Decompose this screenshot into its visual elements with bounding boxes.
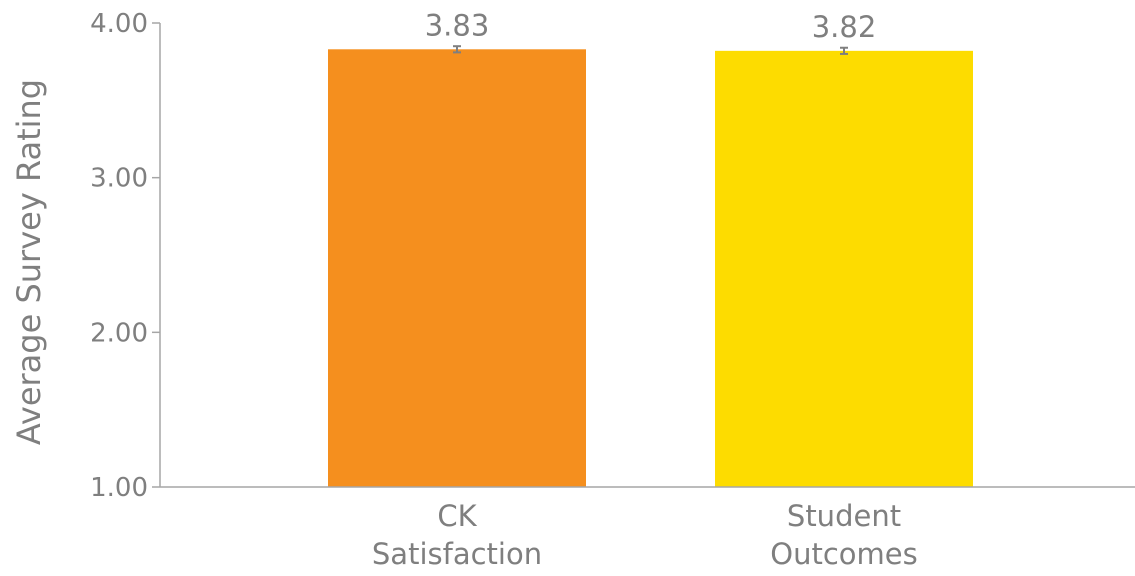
data-label: 3.83 [425, 8, 490, 42]
y-tick-label: 4.00 [90, 9, 148, 39]
x-tick-label: Satisfaction [372, 537, 542, 571]
bars-group: 3.83 3.82 [328, 8, 973, 488]
y-axis: 1.00 2.00 3.00 4.00 [90, 9, 160, 503]
y-tick-label: 2.00 [90, 318, 148, 348]
x-axis: CK Satisfaction Student Outcomes [372, 499, 918, 571]
y-axis-label: Average Survey Rating [10, 79, 48, 445]
y-tick-label: 3.00 [90, 164, 148, 194]
x-tick-label: CK [437, 499, 477, 533]
bar [715, 50, 973, 488]
x-tick-label: Outcomes [770, 537, 917, 571]
x-tick-label: Student [787, 499, 901, 533]
bar [328, 49, 586, 487]
data-label: 3.82 [812, 10, 877, 44]
y-tick-label: 1.00 [90, 473, 148, 503]
